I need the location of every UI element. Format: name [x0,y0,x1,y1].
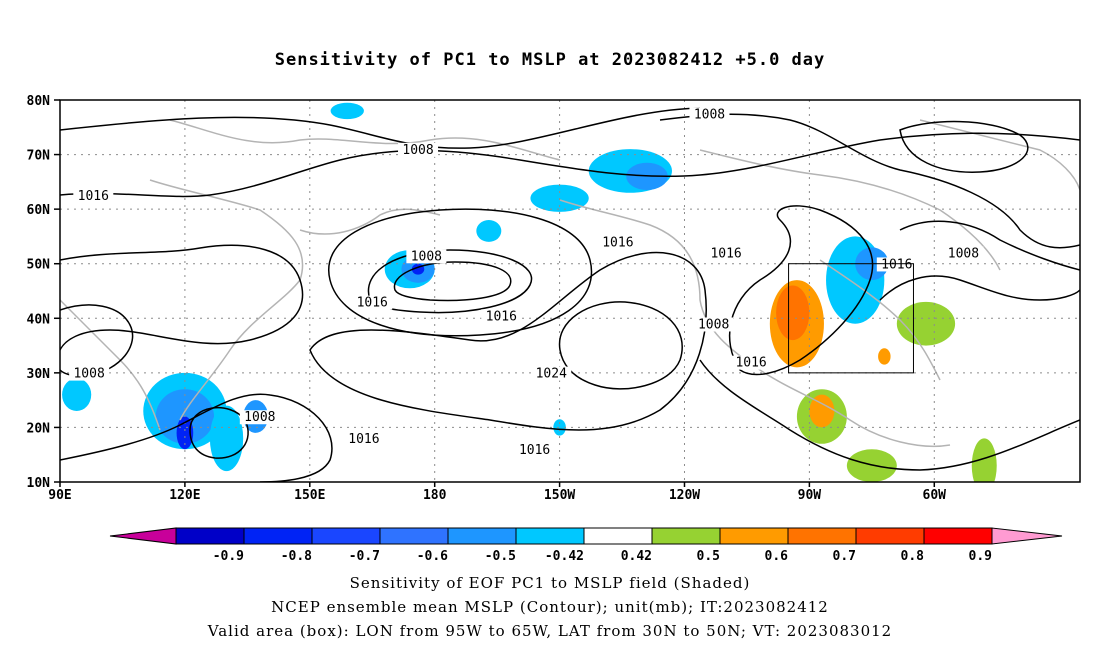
contour-label-bg [731,355,772,370]
contour-label: 1016 [519,443,550,458]
colorbar-segment [583,527,653,545]
footer-line-1: Sensitivity of EOF PC1 to MSLP field (Sh… [349,574,751,592]
lon-label: 150E [294,488,325,503]
contour-label: 1016 [78,189,109,204]
colorbar-label: -0.9 [213,549,244,564]
lon-label: 90E [48,488,71,503]
shade-patch [776,285,810,341]
colorbar-segment [651,527,721,545]
contour-label-bg [406,249,447,264]
contour-label-bg [689,107,730,122]
contour-label: 1016 [357,296,388,311]
shade-patch [809,394,835,428]
lat-label: 50N [27,258,51,273]
colorbar-label: 0.8 [901,549,925,564]
contour-label-bg [531,366,572,381]
colorbar-label: -0.8 [281,549,312,564]
colorbar-label: 0.42 [621,549,652,564]
contour-label: 1016 [348,432,379,447]
contour-label-bg [69,366,110,381]
contour-label-bg [706,246,747,261]
contour-label: 1016 [486,309,517,324]
colorbar-segment [515,527,585,545]
contour-label: 1008 [948,247,979,262]
shade-patch [553,419,566,436]
lat-lon-grid [60,100,1080,482]
lat-label: 60N [27,203,51,218]
colorbar-label: -0.42 [545,549,584,564]
colorbar-label: 0.9 [969,549,992,564]
contour-label-bg [943,246,984,261]
colorbar-label: -0.5 [485,549,516,564]
colorbar-segment [243,527,313,545]
contour-label-bg [398,142,439,157]
colorbar-segment [379,527,449,545]
colorbar-high-triangle [991,527,1063,545]
lon-label: 120E [169,488,200,503]
shade-patch [896,301,956,346]
contour-label-bg [73,189,114,204]
colorbar-segment [175,527,245,545]
contour-label-bg [876,257,917,272]
shade-patch [330,102,364,120]
lat-label: 80N [27,94,51,109]
lon-label: 120W [669,488,700,503]
lon-label: 180 [423,488,447,503]
contour-label-bg [343,432,384,447]
colorbar-label: 0.6 [765,549,789,564]
contour-label-bg [597,235,638,250]
colorbar-segment [719,527,789,545]
shade-patch [971,438,997,482]
lat-label: 70N [27,149,51,164]
colorbar-label: -0.6 [417,549,448,564]
lon-label: 150W [544,488,575,503]
shade-patch [62,378,92,412]
colorbar-segment [855,527,925,545]
contour-label-bg [239,410,280,425]
shade-patch [878,348,891,365]
colorbar-segment [923,527,993,545]
map-frame [59,99,1081,483]
lat-label: 30N [27,367,51,382]
contour-label: 1008 [694,107,725,122]
contour-label: 1016 [735,356,766,371]
colorbar-label: 0.5 [697,549,720,564]
lat-label: 40N [27,312,51,327]
lat-label: 10N [27,476,51,491]
contour-label-bg [481,309,522,324]
colorbar-label: 0.7 [833,549,856,564]
footer-line-3: Valid area (box): LON from 95W to 65W, L… [207,622,893,640]
colorbar-segment [311,527,381,545]
colorbar-low-triangle [109,527,177,545]
shade-patch [476,220,502,242]
contour-label: 1016 [710,247,741,262]
contour-label: 1016 [602,236,633,251]
contour-label: 1008 [244,410,275,425]
contour-label: 1008 [411,249,442,264]
colorbar-segment [447,527,517,545]
valid-area-box [788,263,914,374]
contour-label: 1008 [73,367,104,382]
contour-label: 1008 [402,143,433,158]
map-title: Sensitivity of PC1 to MSLP at 2023082412… [274,50,826,70]
mslp-contours [60,107,1080,482]
lon-label: 90W [798,488,822,503]
contour-label: 1008 [698,317,729,332]
contour-label: 1016 [881,257,912,272]
lon-label: 60W [923,488,947,503]
colorbar: -0.9 -0.8 -0.7 -0.6 -0.5 -0.42 0.42 0.5 0.6 0.7 0.… [109,527,1063,564]
contour-label: 1024 [536,367,567,382]
contour-labels: 1008 1016 1008 1016 1016 1008 1008 1016 1024 1016… [69,107,984,458]
lat-label: 20N [27,421,51,436]
footer-line-2: NCEP ensemble mean MSLP (Contour); unit(… [271,598,829,616]
colorbar-segment [787,527,857,545]
colorbar-label: -0.7 [349,549,380,564]
contour-label-bg [352,295,393,310]
contour-label-bg [693,317,734,332]
shade-patch [209,405,244,472]
contour-label-bg [514,442,555,457]
